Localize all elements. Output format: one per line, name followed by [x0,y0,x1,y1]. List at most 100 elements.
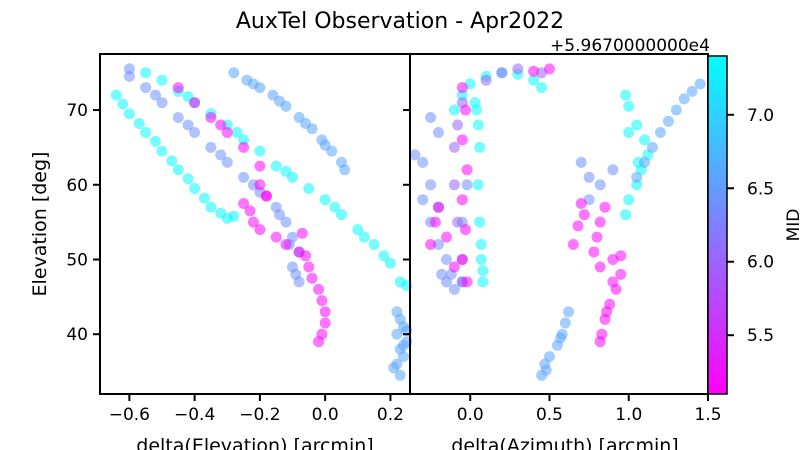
right-point [441,231,452,243]
right-point [594,336,606,348]
right-point [433,127,444,138]
right-point [448,261,460,273]
left-point [254,160,266,172]
right-point [615,250,627,262]
right-point [594,216,606,228]
right-point [559,317,571,329]
left-point [270,231,282,243]
right-point [460,104,471,116]
left-point [182,119,194,131]
right-point [601,306,613,318]
right-points [409,63,706,381]
left-point [247,216,259,228]
right-point [594,261,606,273]
left-xtick-label: −0.2 [239,405,280,425]
right-point [575,198,587,209]
left-point [238,141,250,153]
left-point [319,139,331,151]
right-point [461,164,473,176]
left-point [215,119,227,131]
left-point [274,209,285,221]
right-point [448,179,460,191]
left-point [319,194,331,206]
panel-elevation: −0.6 −0.4 −0.2 0.0 0.2 40 50 60 70 delta(Elevat… [29,53,413,450]
left-xtick-label: 0.0 [312,405,339,425]
left-point [215,207,227,219]
left-point [280,216,292,228]
left-point [336,209,347,221]
left-point [205,141,217,153]
left-point [156,74,168,86]
left-point [313,336,325,348]
right-point [461,179,473,191]
right-point [620,209,632,221]
right-point [512,63,524,75]
right-point [544,63,555,75]
left-ytick-label: 50 [66,250,88,270]
left-point [270,160,282,172]
left-point [133,118,145,129]
left-point [388,362,400,374]
left-point [306,272,318,284]
left-point [384,257,396,269]
right-point [654,127,666,138]
right-point [567,239,579,250]
right-xtick-label: 1.5 [694,405,721,425]
right-point [448,104,460,116]
right-point [575,156,587,168]
left-point [123,108,135,120]
right-point [594,179,606,191]
left-point [110,89,122,101]
left-point [205,112,217,123]
left-point [368,239,380,250]
left-point [150,135,161,147]
colorbar-gradient [707,55,728,395]
right-point [555,332,567,344]
left-point [189,127,201,138]
right-point [425,179,437,191]
left-xtick-label: −0.4 [174,405,215,425]
left-point [300,250,312,262]
right-point [647,141,658,153]
left-point [280,239,292,250]
left-point [358,231,370,243]
left-point [244,205,256,217]
right-point [469,97,481,109]
chart-title: AuxTel Observation - Apr2022 [236,9,564,34]
left-point [156,97,168,109]
left-point [231,127,243,138]
right-point [588,246,600,258]
left-point [274,95,285,107]
left-point [247,78,259,90]
right-point [607,276,619,288]
left-point [303,183,315,194]
right-xtick-label: 0.0 [457,405,484,425]
right-point [615,268,627,280]
right-point [448,141,460,153]
left-point [339,164,351,176]
right-point [441,276,452,288]
right-point [670,104,682,116]
right-point [631,119,643,131]
left-point [172,82,184,94]
left-point [254,224,266,236]
right-xtick-label: 0.5 [536,405,563,425]
left-point [189,183,201,194]
right-point [477,265,489,277]
left-x-axis-label: delta(Elevation) [arcmin] [136,435,373,450]
left-point [228,210,240,222]
right-point [686,85,698,97]
left-point [123,63,135,75]
left-point [215,149,227,161]
right-point [536,82,548,94]
left-point [313,283,325,295]
right-point [417,194,429,206]
right-point [599,201,611,213]
left-point [140,127,152,138]
right-point [528,65,540,77]
right-point [425,112,437,123]
right-point [409,149,421,161]
left-point [172,164,184,176]
left-point [198,192,210,204]
